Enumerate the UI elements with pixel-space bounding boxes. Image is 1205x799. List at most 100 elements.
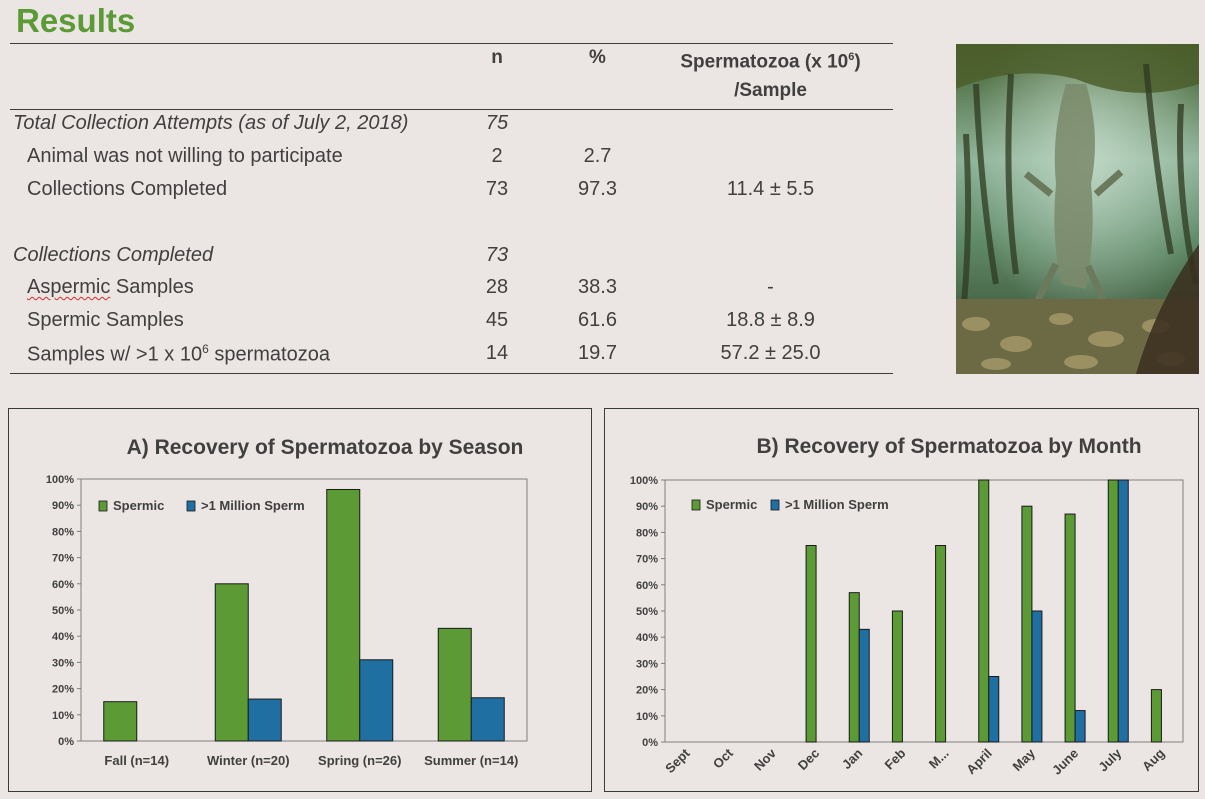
row-label-rest: Samples — [110, 276, 194, 298]
legend-swatch — [691, 499, 701, 511]
y-tick-label: 100% — [630, 475, 658, 487]
table-row: Spermic Samples 45 61.6 18.8 ± 8.9 — [0, 309, 900, 341]
bar-spermic — [1107, 479, 1119, 743]
table-row: Animal was not willing to participate 2 … — [0, 145, 900, 177]
y-tick-label: 30% — [52, 657, 74, 669]
row-n: 45 — [485, 309, 509, 331]
col-header-sperm-close: ) — [854, 51, 861, 73]
bar-million-sperm — [470, 697, 505, 742]
y-tick-label: 40% — [52, 631, 74, 643]
x-tick-label: Jan — [839, 745, 865, 771]
row-label: Samples w/ >1 x 106 spermatozoa — [27, 342, 330, 367]
row-spermatozoa: 18.8 ± 8.9 — [726, 309, 815, 331]
month-bar-chart: B) Recovery of Spermatozoa by Month 0% 10%… — [630, 435, 1184, 778]
bar-spermic — [214, 583, 249, 742]
bar-spermic — [1021, 505, 1033, 743]
bar-million-sperm — [247, 698, 282, 742]
bar-million-sperm — [1117, 479, 1129, 743]
row-pct: 61.6 — [578, 309, 617, 331]
y-tick-label: 0% — [642, 737, 658, 749]
col-header-n: n — [491, 47, 503, 68]
table-row: Samples w/ >1 x 106 spermatozoa 14 19.7 … — [0, 342, 900, 374]
chart-title: B) Recovery of Spermatozoa by Month — [756, 435, 1141, 458]
bar-spermic — [1064, 513, 1076, 743]
y-tick-label: 80% — [636, 527, 658, 539]
chart-title: A) Recovery of Spermatozoa by Season — [127, 436, 524, 459]
bar-spermic — [805, 545, 817, 743]
plot-area-frame — [664, 479, 1184, 743]
col-header-sperm-exp: 6 — [848, 51, 855, 63]
y-tick-label: 30% — [636, 658, 658, 670]
y-tick-label: 90% — [636, 501, 658, 513]
bar-million-sperm — [858, 628, 870, 743]
chart-season: A) Recovery of Spermatozoa by Season 0% 10… — [8, 408, 592, 792]
bar-spermic — [103, 701, 138, 742]
row-pct: 97.3 — [578, 178, 617, 200]
table-row: Collections Completed 73 97.3 11.4 ± 5.5 — [0, 178, 900, 210]
table-row: Collections Completed 73 — [0, 244, 900, 276]
row-label: Total Collection Attempts (as of July 2,… — [13, 112, 409, 134]
y-tick-label: 60% — [636, 580, 658, 592]
bar-spermic — [326, 488, 361, 742]
row-label: Collections Completed — [13, 244, 214, 266]
legend-swatch — [186, 500, 196, 512]
spellcheck-word: Aspermic — [27, 276, 111, 298]
legend-swatch — [770, 499, 780, 511]
y-tick-label: 80% — [52, 526, 74, 538]
y-tick-label: 20% — [636, 685, 658, 697]
table-bottom-rule — [10, 373, 893, 374]
row-n: 73 — [485, 178, 509, 200]
y-tick-label: 10% — [636, 711, 658, 723]
y-tick-label: 90% — [52, 500, 74, 512]
y-tick-label: 70% — [52, 553, 74, 565]
x-tick-label: May — [1010, 745, 1039, 774]
y-tick-label: 100% — [46, 474, 74, 486]
x-tick-label: M... — [926, 746, 952, 772]
row-spermatozoa: 11.4 ± 5.5 — [726, 178, 815, 200]
row-label: Spermic Samples — [27, 309, 184, 331]
x-tick-label: Feb — [882, 745, 909, 772]
page-title: Results — [16, 2, 136, 39]
y-tick-label: 10% — [52, 710, 74, 722]
x-tick-label: Summer (n=14) — [424, 753, 518, 768]
row-pct: 2.7 — [583, 145, 612, 167]
row-label-rest: spermatozoa — [208, 343, 330, 366]
col-header-sperm-text: Spermatozoa (x 10 — [680, 51, 849, 73]
y-tick-label: 50% — [52, 605, 74, 617]
x-tick-label: July — [1095, 745, 1125, 775]
row-spermatozoa: - — [767, 276, 774, 298]
y-tick-label: 60% — [52, 579, 74, 591]
row-label: Aspermic Samples — [27, 276, 194, 299]
season-bar-chart: A) Recovery of Spermatozoa by Season 0% 10… — [46, 436, 528, 768]
bar-million-sperm — [1031, 610, 1043, 743]
legend-label: Spermic — [113, 498, 164, 513]
bar-million-sperm — [988, 676, 1000, 743]
legend-label: >1 Million Sperm — [785, 497, 889, 512]
row-label-text: Samples w/ >1 x 10 — [27, 343, 203, 366]
legend-label: >1 Million Sperm — [201, 498, 305, 513]
bar-spermic — [978, 479, 990, 743]
x-tick-label: Fall (n=14) — [104, 753, 169, 768]
bar-spermic — [1150, 689, 1162, 743]
x-tick-label: Nov — [751, 745, 780, 774]
bar-spermic — [437, 627, 472, 742]
col-header-spermatozoa: Spermatozoa (x 106) /Sample — [658, 43, 883, 105]
row-n: 2 — [491, 145, 503, 167]
col-header-pct: % — [589, 47, 606, 68]
col-header-sperm-line2: /Sample — [734, 80, 807, 102]
crocodile-photo — [956, 44, 1199, 374]
table-row: Total Collection Attempts (as of July 2,… — [0, 112, 900, 144]
y-tick-label: 40% — [636, 632, 658, 644]
table-header-rule — [10, 109, 893, 110]
y-tick-label: 50% — [636, 606, 658, 618]
crocodile-photo-art — [956, 44, 1199, 374]
legend-label: Spermic — [706, 497, 757, 512]
bar-spermic — [891, 610, 903, 743]
legend-swatch — [98, 500, 108, 512]
row-n: 28 — [485, 276, 509, 298]
y-tick-label: 0% — [58, 736, 74, 748]
bar-million-sperm — [1074, 710, 1086, 743]
row-pct: 19.7 — [578, 342, 617, 364]
table-row: Aspermic Samples 28 38.3 - — [0, 276, 900, 308]
bar-million-sperm — [359, 659, 394, 742]
